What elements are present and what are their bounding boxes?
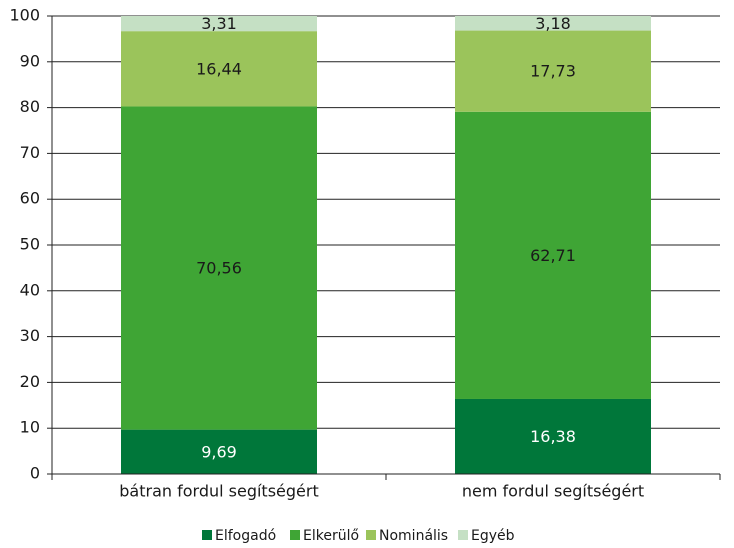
bar-segment xyxy=(121,429,317,474)
legend-swatch xyxy=(366,530,376,540)
data-label: 16,38 xyxy=(530,427,576,446)
bar-segment xyxy=(455,111,651,399)
data-label: 70,56 xyxy=(196,259,242,278)
legend-swatch xyxy=(202,530,212,540)
y-tick-label: 30 xyxy=(20,326,40,345)
bar-segment xyxy=(455,30,651,112)
y-tick-label: 70 xyxy=(20,143,40,162)
y-tick-label: 50 xyxy=(20,235,40,254)
x-tick-label: nem fordul segítségért xyxy=(462,482,644,501)
legend-label: Nominális xyxy=(379,528,448,544)
y-tick-label: 0 xyxy=(30,464,40,483)
bar-segment xyxy=(121,106,317,430)
data-label: 9,69 xyxy=(201,442,237,461)
y-tick-label: 100 xyxy=(9,6,40,25)
bar-segment xyxy=(455,398,651,474)
data-label: 3,31 xyxy=(201,14,237,33)
y-tick-label: 20 xyxy=(20,372,40,391)
y-tick-label: 10 xyxy=(20,418,40,437)
legend-label: Elfogadó xyxy=(215,528,276,544)
bar-segment xyxy=(121,16,317,32)
bar-segment xyxy=(455,16,651,31)
legend-label: Egyéb xyxy=(471,528,515,544)
data-label: 16,44 xyxy=(196,59,242,78)
y-tick-label: 40 xyxy=(20,280,40,299)
legend-swatch xyxy=(458,530,468,540)
y-tick-label: 80 xyxy=(20,97,40,116)
y-tick-label: 90 xyxy=(20,51,40,70)
y-tick-label: 60 xyxy=(20,189,40,208)
data-label: 3,18 xyxy=(535,14,571,33)
x-tick-label: bátran fordul segítségért xyxy=(119,482,318,501)
data-label: 62,71 xyxy=(530,246,576,265)
legend-swatch xyxy=(290,530,300,540)
legend-label: Elkerülő xyxy=(303,528,359,544)
data-label: 17,73 xyxy=(530,62,576,81)
bar-segment xyxy=(121,31,317,107)
